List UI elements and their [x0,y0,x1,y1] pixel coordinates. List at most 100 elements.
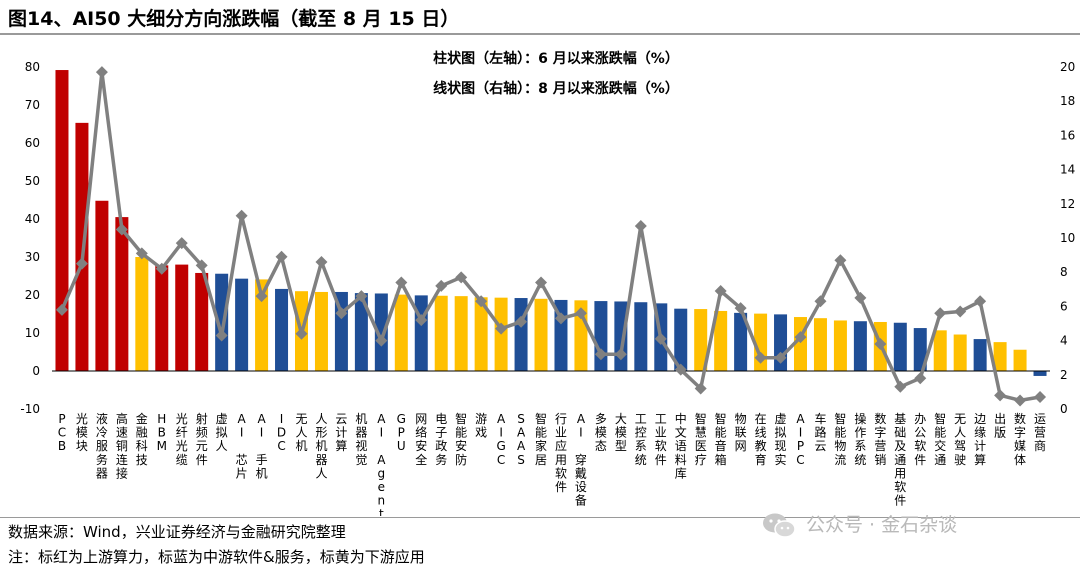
bar-series [55,70,1047,376]
x-tick-label: 机器视觉 [355,412,367,467]
x-tick-label: 智慧医疗 [695,411,707,467]
line-point [315,255,328,268]
line-point [774,351,787,364]
line-point [495,322,508,335]
x-tick-label: 虚拟现实 [775,412,787,467]
line-point [155,262,168,275]
bar [454,296,468,371]
line-point [614,348,627,361]
x-tick-label: 智能家居 [535,411,547,467]
line-point [415,314,428,327]
left-tick-label: 40 [25,212,40,226]
line-point [535,276,548,289]
line-point [974,295,987,308]
line-point [754,351,767,364]
footer-divider [0,517,1080,518]
bar [694,309,708,371]
bar [474,297,488,371]
right-axis: 0 2 4 6 8 10 12 14 16 18 20 [1060,60,1075,416]
x-tick-label: 数字营销 [874,411,886,467]
line-point [1034,391,1047,404]
x-tick-label: 办公软件 [914,411,926,467]
legend: 柱状图（左轴）：6 月以来涨跌幅（%） 线状图（右轴）：8 月以来涨跌幅（%） [433,50,679,97]
bar [853,321,867,371]
left-tick-label: 20 [25,288,40,302]
bar [374,293,388,371]
bar [634,302,648,371]
x-tick-label: 基础及通用软件 [894,412,906,508]
bar [594,301,608,371]
wechat-icon [763,513,796,538]
line-point [475,295,488,308]
x-tick-label: 金融科技 [136,411,148,467]
line-point [674,363,687,376]
x-tick-label: 工控系统 [635,412,647,467]
line-point [554,312,567,325]
line-point [55,303,68,316]
bar [95,200,109,371]
line-point [175,237,188,250]
bar [833,320,847,371]
x-tick-label: 光模块 [76,412,88,453]
x-tick-label: 数字媒体 [1014,411,1026,467]
line-point [215,329,228,342]
left-tick-label: 70 [25,98,40,112]
color-note: 注：标红为上游算力，标蓝为中游软件&服务，标黄为下游应用 [8,548,425,566]
bar [155,265,169,371]
bar [993,342,1007,371]
bar [195,272,209,371]
left-tick-label: 50 [25,174,40,188]
x-tick-label: 射频元件 [196,411,208,467]
bar [394,294,408,371]
x-tick-label: 虚拟人 [216,412,228,453]
line-point [734,302,747,315]
right-tick-label: 16 [1060,128,1075,142]
bar [275,288,289,371]
x-tick-label: 电子政务 [435,412,447,467]
right-tick-label: 10 [1060,231,1075,245]
bar [953,334,967,371]
left-tick-label: 10 [25,326,40,340]
x-tick-label: 工业软件 [655,412,667,467]
x-tick-label: 车路云 [814,411,826,453]
chart: 柱状图（左轴）：6 月以来涨跌幅（%） 线状图（右轴）：8 月以来涨跌幅（%） … [20,50,1075,516]
line-point [515,315,528,328]
line-point [335,307,348,320]
line-point [634,220,647,233]
bar [714,310,728,371]
x-tick-label: 无人机 [295,412,307,453]
x-tick-label: 智能音箱 [715,411,727,467]
line-point [295,327,308,340]
line-point [435,279,448,292]
line-point [355,290,368,303]
right-tick-label: 4 [1060,334,1068,348]
x-tick-label: 大模型 [615,412,627,453]
x-tick-label: 运营商 [1034,412,1046,453]
x-tick-label: 多模态 [595,412,607,453]
left-axis: -10 0 10 20 30 40 50 60 70 80 [20,60,40,416]
line-point [395,276,408,289]
right-tick-label: 18 [1060,94,1075,108]
x-tick-label: 智能物流 [834,411,846,467]
line-point [994,389,1007,402]
line-point [275,250,288,263]
bar [734,312,748,371]
x-tick-label: 人形机器人 [315,412,327,480]
line-point [694,382,707,395]
right-tick-label: 8 [1060,265,1068,279]
line-point [255,290,268,303]
line-point [95,66,108,79]
line-point [654,332,667,345]
bar [1013,349,1027,371]
x-tick-label: 操作系统 [854,411,866,467]
line-series [55,66,1047,407]
legend-bar-label: 柱状图（左轴）：6 月以来涨跌幅（%） [433,50,679,67]
